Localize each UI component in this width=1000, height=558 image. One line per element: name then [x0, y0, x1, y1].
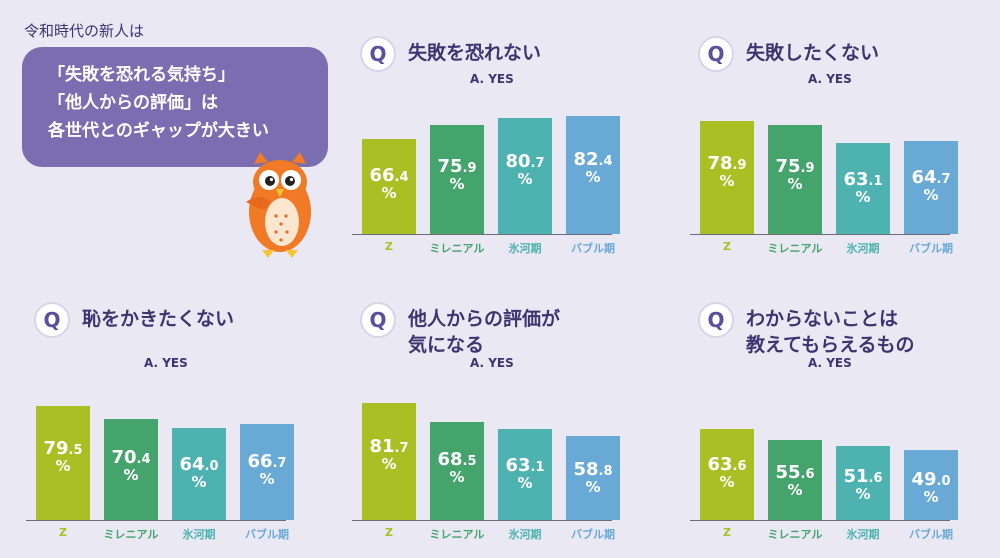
bar-value-label: 63.6% [707, 454, 747, 492]
category-label: ミレニアル [103, 528, 159, 541]
speech-bubble: 「失敗を恐れる気持ち」 「他人からの評価」は 各世代とのギャップが大きい [22, 47, 328, 167]
bar-3 [566, 115, 620, 234]
category-label: Z [59, 526, 67, 539]
bar-3 [904, 449, 958, 520]
bar-value-label: 63.1% [505, 454, 545, 492]
chart-baseline [690, 520, 950, 521]
category-label: Z [385, 240, 393, 253]
bar-value-label: 68.5% [437, 449, 477, 487]
chart-baseline [352, 234, 612, 235]
bar-value-label: 58.8% [573, 458, 613, 496]
category-label: ミレニアル [767, 528, 823, 541]
category-label: バブル期 [571, 242, 615, 255]
bar-0 [36, 405, 90, 520]
chart-title: 恥をかきたくない [82, 308, 235, 330]
question-badge-icon: Q [360, 302, 396, 338]
category-label: Z [385, 526, 393, 539]
bubble-line: 「失敗を恐れる気持ち」 [48, 65, 235, 85]
category-label: 氷河期 [508, 242, 542, 255]
category-label: Z [723, 240, 731, 253]
bar-0 [700, 120, 754, 234]
intro-label: 令和時代の新人は [24, 22, 145, 40]
bar-value-label: 66.7% [247, 450, 287, 488]
question-badge-icon: Q [360, 36, 396, 72]
chart-baseline [26, 520, 286, 521]
chart-title: わからないことは 教えてもらえるもの [746, 308, 915, 356]
chart-baseline [352, 520, 612, 521]
bar-value-label: 78.9% [707, 152, 747, 190]
bar-value-label: 55.6% [775, 462, 815, 500]
category-label: ミレニアル [429, 528, 485, 541]
chart-panel: Q 失敗したくない A. YES 78.9% Z 75.9% ミレニアル 63.1% 氷河期 64… [690, 36, 958, 256]
bar-value-label: 81.7% [369, 435, 409, 473]
category-label: バブル期 [909, 528, 953, 541]
category-label: 氷河期 [846, 528, 880, 541]
category-label: ミレニアル [767, 242, 823, 255]
question-badge-icon: Q [698, 302, 734, 338]
bubble-line: 各世代とのギャップが大きい [48, 121, 269, 142]
bar-1 [430, 125, 484, 234]
bar-2 [836, 445, 890, 520]
category-label: バブル期 [245, 528, 289, 541]
category-label: バブル期 [571, 528, 615, 541]
chart-baseline [690, 234, 950, 235]
bar-0 [362, 138, 416, 234]
bar-2 [172, 428, 226, 520]
owl-mascot-icon [246, 152, 311, 258]
chart-title: 他人からの評価が 気になる [408, 308, 561, 356]
category-label: Z [723, 526, 731, 539]
chart-subtitle: A. YES [470, 72, 514, 86]
bar-0 [700, 428, 754, 520]
bar-value-label: 75.9% [775, 155, 815, 193]
bar-0 [362, 402, 416, 520]
chart-title: 失敗したくない [746, 42, 880, 64]
chart-panel: Q 恥をかきたくない A. YES 79.5% Z 70.4% ミレニアル 64.0% 氷河期 6… [26, 302, 294, 541]
category-label: 氷河期 [846, 242, 880, 255]
bar-1 [768, 440, 822, 520]
bar-value-label: 82.4% [573, 149, 613, 187]
bar-3 [904, 141, 958, 234]
chart-subtitle: A. YES [470, 356, 514, 370]
bar-value-label: 70.4% [111, 447, 151, 485]
bar-value-label: 64.0% [179, 453, 219, 491]
chart-title: 失敗を恐れない [408, 42, 542, 64]
bar-value-label: 80.7% [505, 150, 545, 188]
bar-value-label: 79.5% [43, 438, 83, 476]
category-label: 氷河期 [508, 528, 542, 541]
bubble-line: 「他人からの評価」は [48, 93, 218, 114]
bar-value-label: 75.9% [437, 155, 477, 193]
bar-1 [768, 125, 822, 234]
category-label: バブル期 [909, 242, 953, 255]
bar-2 [498, 118, 552, 234]
bar-1 [104, 418, 158, 520]
bar-value-label: 66.4% [369, 165, 409, 203]
bar-2 [836, 143, 890, 234]
bar-3 [240, 424, 294, 520]
category-label: ミレニアル [429, 242, 485, 255]
bar-1 [430, 421, 484, 520]
chart-panel: Q 他人からの評価が 気になる A. YES 81.7% Z 68.5% ミレニアル 63.1%… [352, 302, 620, 541]
bar-2 [498, 429, 552, 520]
bar-value-label: 51.6% [843, 466, 883, 504]
bar-value-label: 49.0% [911, 468, 951, 506]
chart-subtitle: A. YES [808, 356, 852, 370]
bar-value-label: 64.7% [911, 167, 951, 204]
bar-value-label: 63.1% [843, 168, 883, 206]
chart-subtitle: A. YES [808, 72, 852, 86]
chart-panel: Q わからないことは 教えてもらえるもの A. YES 63.6% Z 55.6% ミレニアル… [690, 302, 958, 541]
category-label: 氷河期 [182, 528, 216, 541]
question-badge-icon: Q [698, 36, 734, 72]
chart-subtitle: A. YES [144, 356, 188, 370]
question-badge-icon: Q [34, 302, 70, 338]
chart-panel: Q 失敗を恐れない A. YES 66.4% Z 75.9% ミレニアル 80.7% 氷河期 82… [352, 36, 620, 256]
bar-3 [566, 435, 620, 520]
